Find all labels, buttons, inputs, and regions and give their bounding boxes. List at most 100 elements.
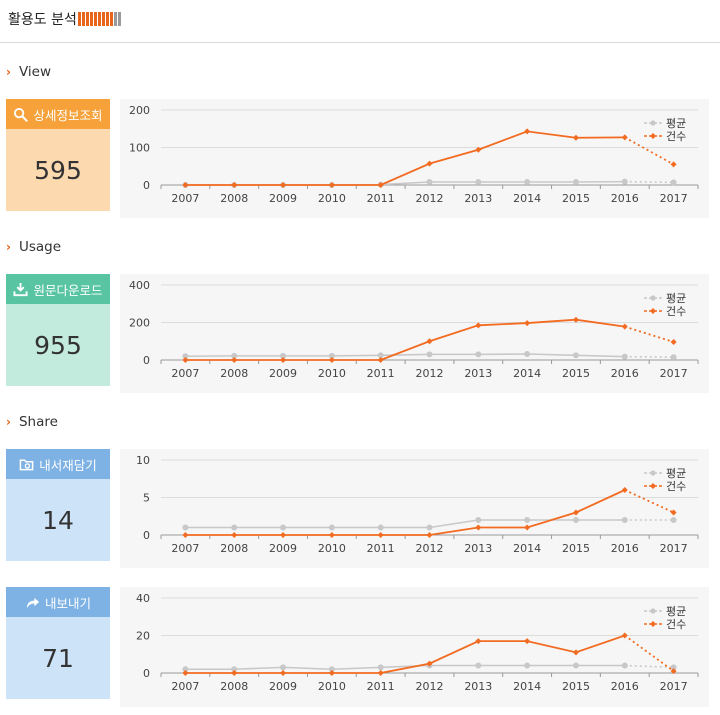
data-point <box>475 351 482 358</box>
line-chart: 0 5 10 2007 2008 2009 2010 2011 2012 2013 2014 2015… <box>136 454 699 555</box>
page-title: 활용도 분석 <box>8 12 77 28</box>
series-line <box>185 664 625 671</box>
section-label-view: › View <box>6 64 51 80</box>
data-point <box>670 179 677 186</box>
data-point <box>670 161 677 168</box>
y-tick-label: 10 <box>136 454 150 467</box>
data-point <box>524 524 531 531</box>
card-header: 상세정보조회 <box>6 99 110 129</box>
download-icon <box>13 282 29 296</box>
data-point <box>621 517 628 523</box>
data-point <box>231 352 238 359</box>
x-tick-label: 2014 <box>513 542 541 555</box>
series-line-projected <box>624 180 674 184</box>
data-point <box>280 532 287 538</box>
x-tick-label: 2017 <box>660 542 688 555</box>
section-label-text: Share <box>18 414 58 430</box>
x-tick-label: 2017 <box>660 192 688 205</box>
chevron-right-icon: › <box>6 65 11 79</box>
y-tick-label: 400 <box>129 279 150 292</box>
legend-marker <box>650 608 656 614</box>
x-tick-label: 2014 <box>513 367 541 380</box>
stat-card-library: 내서재담기 14 <box>6 449 110 561</box>
level-bar-segment <box>98 12 101 26</box>
x-tick-label: 2010 <box>318 542 346 555</box>
data-point <box>426 160 433 167</box>
x-tick-label: 2010 <box>318 367 346 380</box>
chevron-right-icon: › <box>6 415 11 429</box>
stat-card-download: 원문다운로드 955 <box>6 274 110 386</box>
x-tick-label: 2008 <box>220 367 248 380</box>
x-tick-label: 2007 <box>171 192 199 205</box>
data-point <box>280 670 287 676</box>
x-tick-label: 2015 <box>562 680 590 693</box>
data-point <box>328 666 335 673</box>
legend-label: 건수 <box>666 305 686 318</box>
y-tick-label: 200 <box>129 317 150 330</box>
section-label-text: View <box>18 64 51 80</box>
legend-marker <box>650 133 656 139</box>
series-line <box>185 519 625 529</box>
level-bar-segment <box>90 12 93 26</box>
data-point <box>524 351 531 357</box>
data-point <box>524 517 531 523</box>
card-header: 내보내기 <box>6 587 110 617</box>
data-point <box>328 524 335 531</box>
card-value: 71 <box>6 617 110 699</box>
level-bar-segment <box>118 12 121 26</box>
x-tick-label: 2012 <box>416 680 444 693</box>
data-point <box>377 532 384 538</box>
data-point <box>621 487 628 493</box>
data-point <box>328 357 335 363</box>
section-label-text: Usage <box>18 239 62 255</box>
x-tick-label: 2011 <box>367 542 395 555</box>
y-tick-label: 0 <box>143 529 150 542</box>
data-point <box>377 182 384 188</box>
x-tick-label: 2015 <box>562 542 590 555</box>
x-tick-label: 2013 <box>464 542 492 555</box>
legend-label: 건수 <box>666 480 686 493</box>
chart-library: 0 5 10 2007 2008 2009 2010 2011 2012 2013 2014 2015… <box>120 449 709 568</box>
x-tick-label: 2009 <box>269 192 297 205</box>
series-line-projected <box>624 634 675 672</box>
level-bar-segment <box>82 12 85 26</box>
x-tick-label: 2016 <box>611 192 639 205</box>
y-tick-label: 200 <box>129 104 150 117</box>
x-tick-label: 2017 <box>660 680 688 693</box>
data-point <box>670 354 677 361</box>
series-line-projected <box>624 664 674 669</box>
y-tick-label: 0 <box>143 667 150 680</box>
y-tick-label: 5 <box>143 492 150 505</box>
section-label-usage: › Usage <box>6 239 61 255</box>
data-point <box>475 179 482 185</box>
data-point <box>572 509 579 516</box>
card-title: 상세정보조회 <box>33 107 103 123</box>
data-point <box>524 662 531 669</box>
series-line <box>185 318 625 361</box>
legend-label: 평균 <box>666 117 686 130</box>
x-tick-label: 2016 <box>611 680 639 693</box>
data-point <box>524 638 531 645</box>
data-point <box>524 128 531 135</box>
data-point <box>182 670 189 676</box>
data-point <box>280 352 287 359</box>
legend-label: 평균 <box>666 605 686 618</box>
data-point <box>426 524 433 531</box>
legend-label: 평균 <box>666 292 686 305</box>
page-header: 활용도 분석 <box>0 0 720 43</box>
chart-download: 0 200 400 2007 2008 2009 2010 2011 2012 2013 2014 2… <box>120 274 709 393</box>
level-bar-segment <box>94 12 97 26</box>
series-line-projected <box>624 325 674 343</box>
data-point <box>182 666 189 673</box>
data-point <box>572 352 579 359</box>
line-chart: 0 20 40 2007 2008 2009 2010 2011 2012 2013 2014 201… <box>136 592 699 693</box>
data-point <box>231 532 238 538</box>
data-point <box>231 357 238 363</box>
data-point <box>426 338 433 345</box>
legend-label: 건수 <box>666 130 686 143</box>
x-tick-label: 2008 <box>220 542 248 555</box>
data-point <box>377 357 384 363</box>
line-chart: 0 100 200 2007 2008 2009 2010 2011 2012 2013 2014 2… <box>129 104 699 205</box>
data-point <box>231 666 238 673</box>
x-tick-label: 2013 <box>464 680 492 693</box>
